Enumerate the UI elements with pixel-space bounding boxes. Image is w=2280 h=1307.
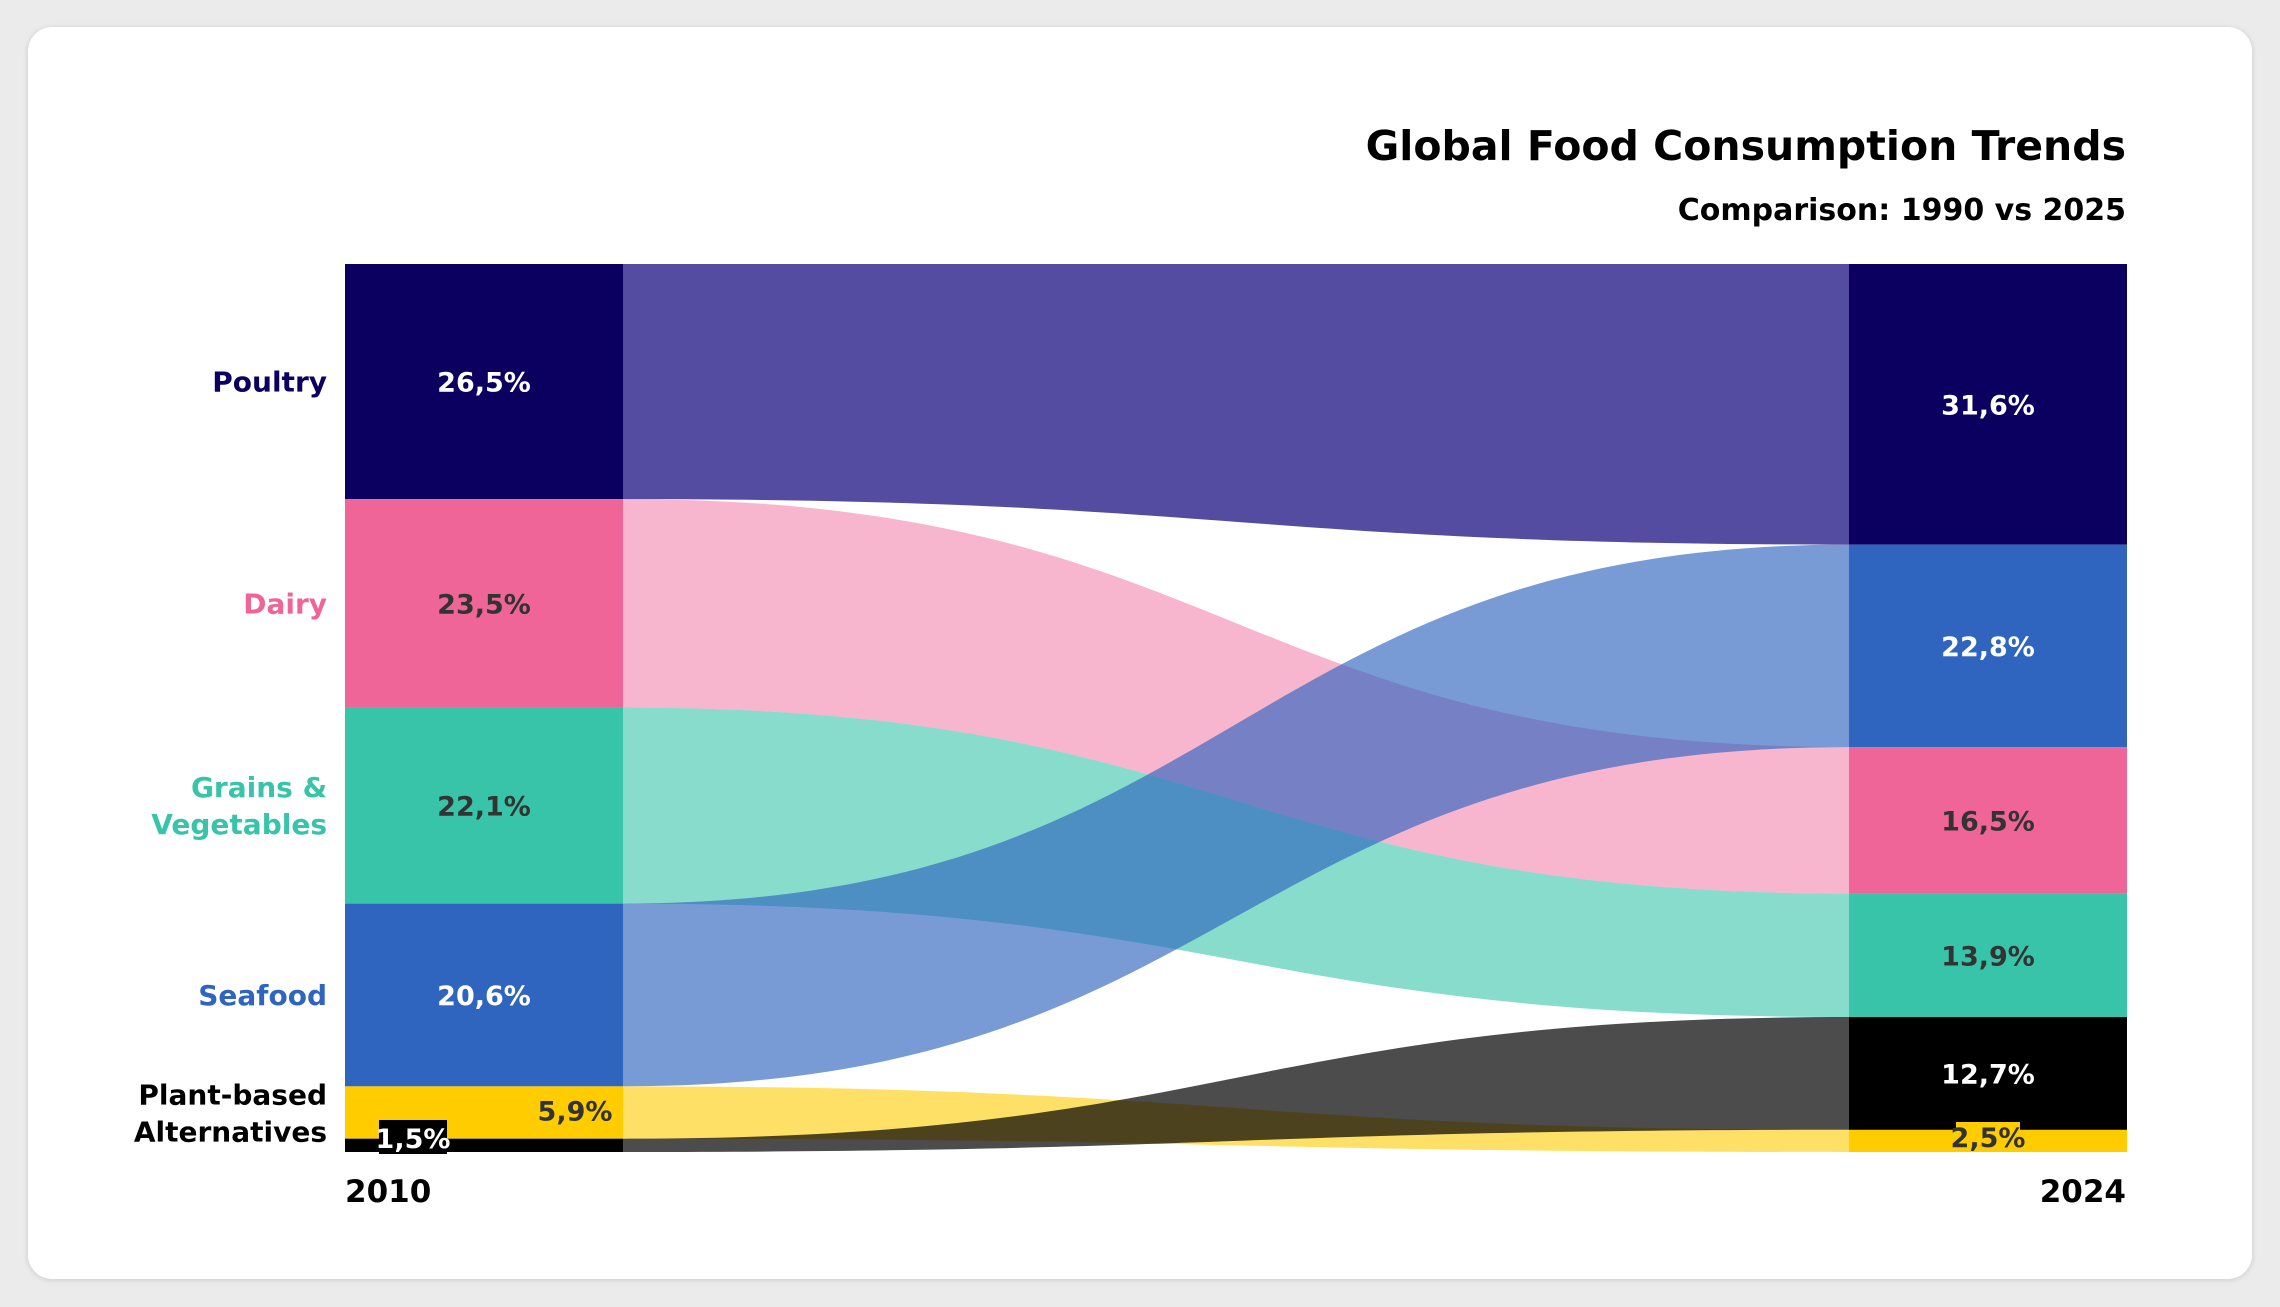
right-value-grains-vegetables: 13,9% (1941, 941, 2035, 972)
right-value-plant-based-alternatives-black: 12,7% (1941, 1059, 2035, 1090)
flow-band-dairy (623, 499, 1849, 894)
category-label-line: Plant-based (138, 1079, 327, 1112)
right-bar-plant-based-alternatives-black (1849, 1017, 2127, 1130)
flow-band-poultry (623, 264, 1849, 545)
left-value-plant-based-alternatives-black: 1,5% (376, 1124, 451, 1155)
category-label-grains-vegetables: Grains & Vegetables (151, 771, 327, 841)
category-label-seafood: Seafood (198, 979, 327, 1012)
category-label-dairy: Dairy (243, 587, 327, 620)
right-value-poultry: 31,6% (1941, 390, 2035, 421)
right-bar-seafood (1849, 544, 2127, 748)
left-value-plant-based-alternatives-yellow: 5,9% (538, 1096, 613, 1127)
category-label-line: Seafood (198, 979, 327, 1012)
category-label-poultry: Poultry (212, 366, 327, 399)
stacked-bars (345, 264, 2127, 1152)
chart-subtitle: Comparison: 1990 vs 2025 (1678, 193, 2126, 228)
right-bar-poultry (1849, 264, 2127, 545)
category-label-line: Alternatives (134, 1116, 327, 1149)
chart-title: Global Food Consumption Trends (1366, 122, 2126, 170)
left-bar-seafood (345, 903, 623, 1087)
left-axis-label: 2010 (345, 1174, 431, 1210)
chart-labels: 26,5% 31,6% Poultry 23,5% 16,5% Dairy 22,1% 13,… (134, 366, 2035, 1155)
left-value-grains-vegetables: 22,1% (437, 792, 531, 823)
category-label-line: Poultry (212, 366, 327, 399)
flow-band-plant-based-alternatives-black (623, 1017, 1849, 1152)
left-value-dairy: 23,5% (437, 589, 531, 620)
right-value-seafood: 22,8% (1941, 632, 2035, 663)
right-value-plant-based-alternatives-yellow: 2,5% (1951, 1123, 2026, 1154)
left-bar-dairy (345, 499, 623, 708)
category-label-line: Dairy (243, 587, 327, 620)
left-value-poultry: 26,5% (437, 368, 531, 399)
category-label-line: Vegetables (151, 808, 327, 841)
left-bar-poultry (345, 264, 623, 500)
right-axis-label: 2024 (2040, 1174, 2126, 1210)
flow-bands (623, 264, 1849, 1152)
category-label-plant-based-alternatives-yellow: Plant-based Alternatives (134, 1079, 327, 1149)
left-bar-grains-vegetables (345, 707, 623, 904)
right-bar-dairy (1849, 747, 2127, 894)
right-bar-grains-vegetables (1849, 893, 2127, 1018)
right-label-bg-plant-based-alternatives-yellow (1956, 1122, 2020, 1152)
flow-band-seafood (623, 544, 1849, 1087)
left-label-bg-plant-based-alternatives-black (379, 1120, 447, 1154)
category-label-line: Grains & (191, 771, 327, 804)
left-value-seafood: 20,6% (437, 981, 531, 1012)
right-value-dairy: 16,5% (1941, 806, 2035, 837)
